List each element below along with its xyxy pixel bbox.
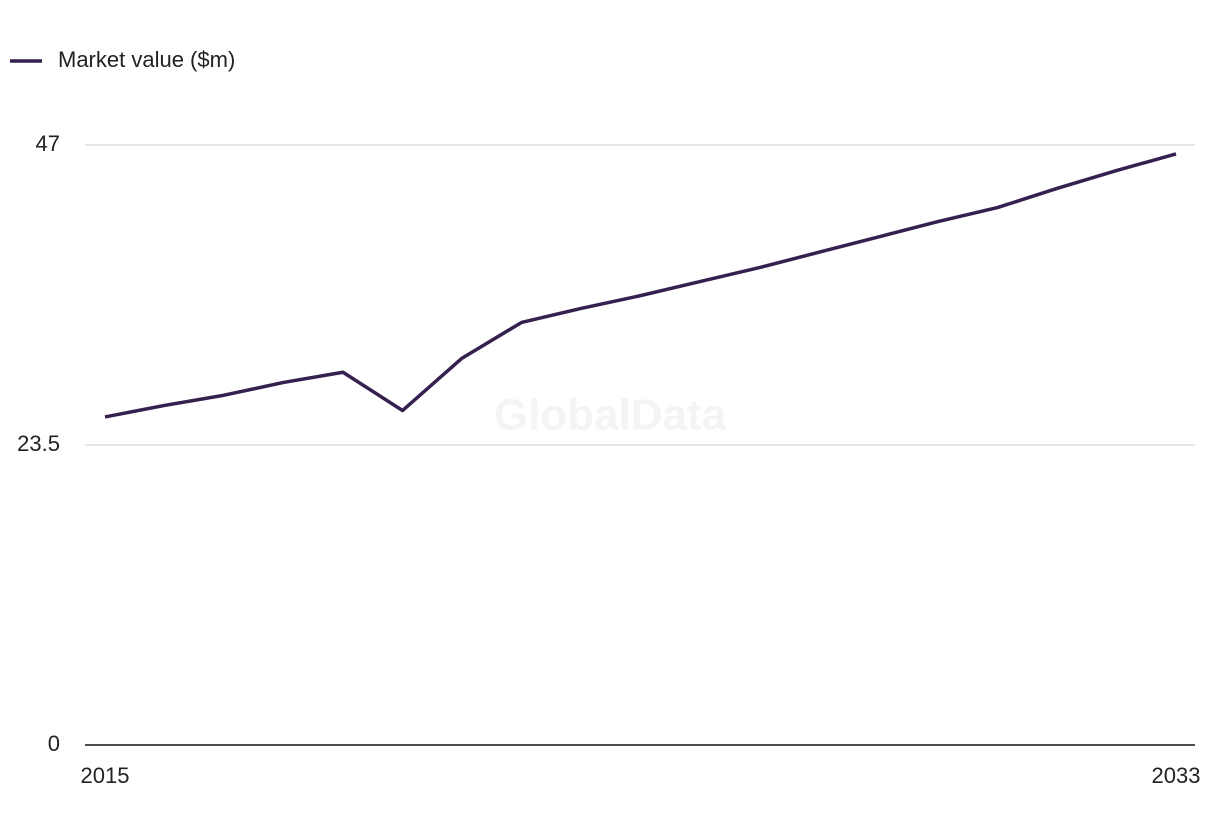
x-tick-label: 2033 — [1152, 763, 1201, 788]
legend-label: Market value ($m) — [58, 47, 235, 72]
x-tick-label: 2015 — [81, 763, 130, 788]
y-tick-label: 23.5 — [17, 431, 60, 456]
y-tick-label: 47 — [36, 131, 60, 156]
watermark: GlobalData — [494, 391, 727, 440]
line — [104, 152, 1177, 419]
y-tick-label: 0 — [48, 731, 60, 756]
